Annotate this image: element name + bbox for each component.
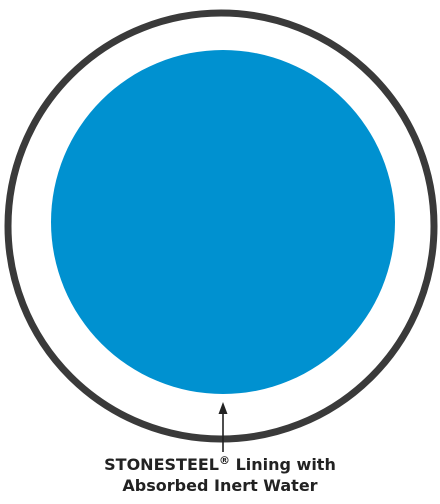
registered-mark: ® (219, 454, 230, 467)
callout-brand: STONESTEEL (104, 455, 219, 474)
water-interior (51, 50, 395, 394)
callout-line-2: Absorbed Inert Water (122, 476, 318, 495)
lining-callout-label: STONESTEEL® Lining with Absorbed Inert W… (0, 454, 440, 496)
outer-tank-wall (4, 9, 438, 443)
callout-line-1: STONESTEEL® Lining with (0, 454, 440, 475)
callout-line-1-suffix: Lining with (230, 455, 336, 474)
callout-arrowhead (218, 402, 228, 414)
